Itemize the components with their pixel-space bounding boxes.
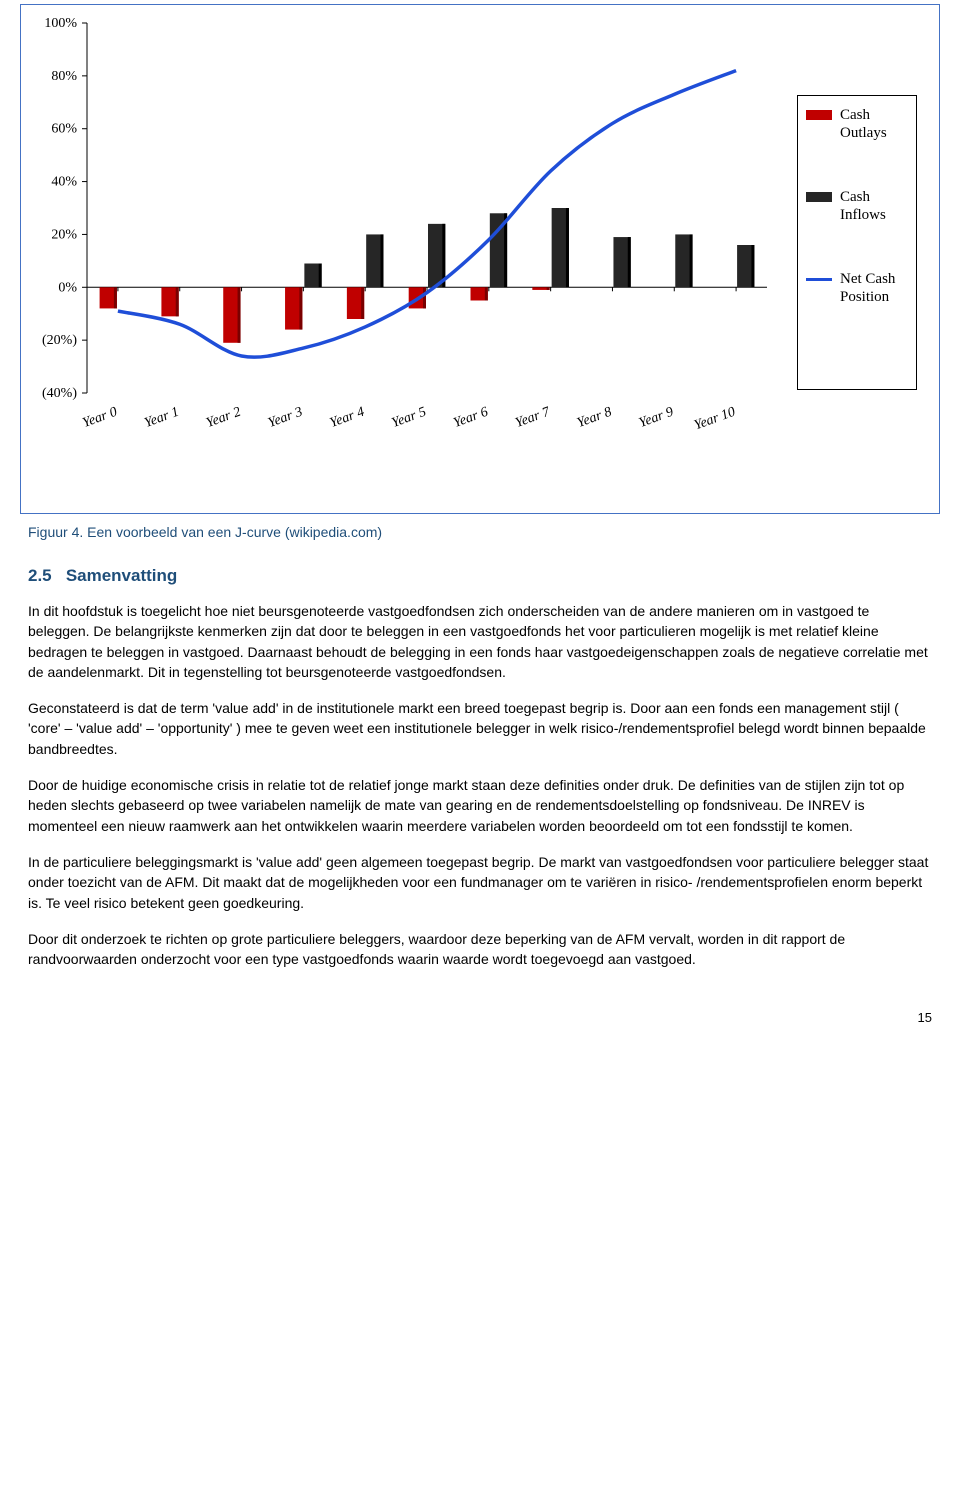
legend-item-net-cash: Net Cash Position	[806, 270, 908, 306]
paragraph: In dit hoofdstuk is toegelicht hoe niet …	[28, 601, 932, 682]
legend-swatch-inflows	[806, 192, 832, 202]
legend-swatch-outlays	[806, 110, 832, 120]
svg-text:100%: 100%	[44, 16, 77, 31]
svg-text:Year 2: Year 2	[204, 405, 243, 431]
legend-label: Net Cash Position	[840, 270, 908, 306]
svg-text:(20%): (20%)	[42, 333, 77, 348]
svg-text:0%: 0%	[58, 280, 77, 295]
svg-text:20%: 20%	[51, 227, 77, 242]
page-number: 15	[28, 1009, 932, 1028]
svg-text:Year 10: Year 10	[692, 405, 737, 434]
legend-label: Cash Outlays	[840, 106, 908, 142]
svg-text:Year 3: Year 3	[266, 405, 305, 431]
chart-plot-area: (40%)(20%)0%20%40%60%80%100% Year 0Year …	[87, 23, 767, 443]
paragraph: In de particuliere beleggingsmarkt is 'v…	[28, 852, 932, 913]
svg-text:Year 5: Year 5	[390, 405, 429, 431]
svg-text:Year 6: Year 6	[452, 405, 491, 431]
chart-legend: Cash Outlays Cash Inflows Net Cash Posit…	[797, 95, 917, 390]
svg-text:80%: 80%	[51, 69, 77, 84]
paragraph: Door de huidige economische crisis in re…	[28, 775, 932, 836]
legend-swatch-netcash	[806, 278, 832, 281]
svg-text:Year 4: Year 4	[328, 405, 367, 431]
figure-caption: Figuur 4. Een voorbeeld van een J-curve …	[28, 522, 932, 542]
svg-text:Year 0: Year 0	[81, 405, 120, 431]
legend-label: Cash Inflows	[840, 188, 908, 224]
svg-text:60%: 60%	[51, 122, 77, 137]
section-title: Samenvatting	[66, 566, 177, 585]
paragraph: Door dit onderzoek te richten op grote p…	[28, 929, 932, 970]
svg-text:Year 7: Year 7	[513, 404, 553, 431]
chart-svg: (40%)(20%)0%20%40%60%80%100% Year 0Year …	[87, 23, 767, 443]
svg-text:Year 1: Year 1	[142, 405, 181, 431]
j-curve-chart-frame: (40%) (20%) 0% 20% 40% 60% 80% 100% Year 0 Year …	[20, 4, 940, 514]
svg-text:Year 8: Year 8	[575, 405, 614, 431]
section-heading: 2.5 Samenvatting	[28, 564, 932, 589]
paragraph: Geconstateerd is dat de term 'value add'…	[28, 698, 932, 759]
section-number: 2.5	[28, 566, 52, 585]
svg-text:(40%): (40%)	[42, 386, 77, 401]
legend-item-cash-inflows: Cash Inflows	[806, 188, 908, 224]
svg-text:40%: 40%	[51, 175, 77, 190]
legend-item-cash-outlays: Cash Outlays	[806, 106, 908, 142]
svg-text:Year 9: Year 9	[637, 405, 676, 431]
